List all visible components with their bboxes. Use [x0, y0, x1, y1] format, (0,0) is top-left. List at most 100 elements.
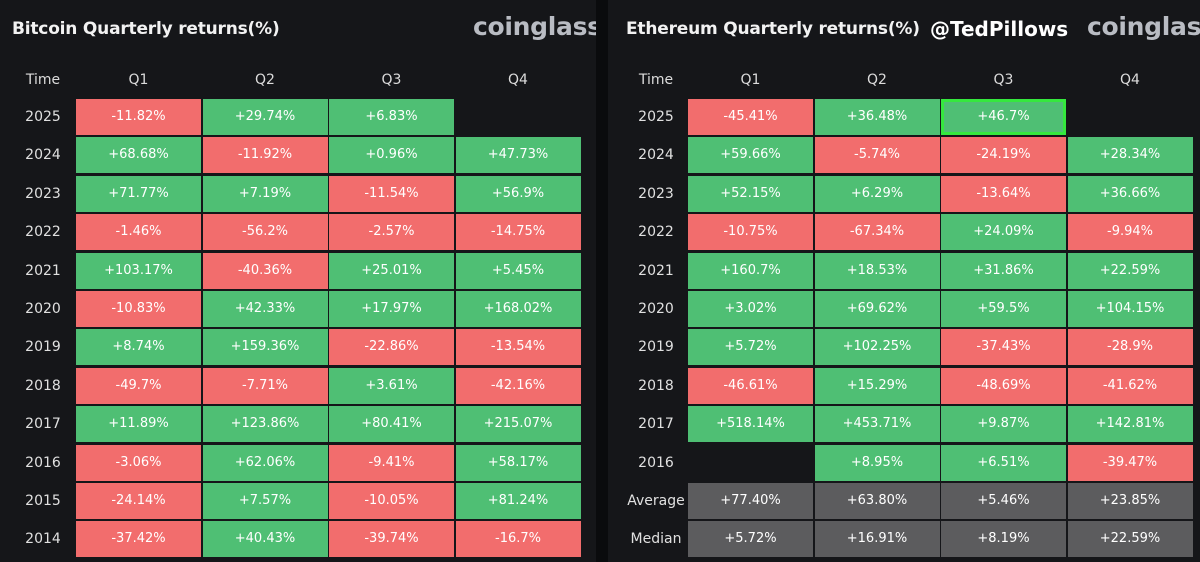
year-label: 2014 — [25, 531, 61, 548]
return-cell: +518.14% — [688, 406, 813, 443]
return-cell: +22.59% — [1067, 252, 1193, 289]
return-cell: -13.64% — [941, 175, 1066, 212]
return-cell: +6.51% — [941, 444, 1066, 481]
year-label: 2025 — [25, 109, 61, 125]
year-label: 2021 — [25, 262, 61, 279]
return-cell: +6.83% — [329, 99, 454, 135]
return-cell: +453.71% — [814, 406, 940, 443]
return-cell: -49.7% — [76, 367, 201, 404]
quarter-header-q4: Q4 — [508, 72, 528, 88]
author-handle: @TedPillows — [930, 17, 1069, 41]
return-cell: -13.54% — [455, 329, 581, 366]
return-cell: +36.66% — [1067, 175, 1193, 212]
return-cell: +142.81% — [1067, 406, 1193, 443]
year-label: 2018 — [25, 377, 61, 394]
year-label: 2023 — [638, 185, 674, 202]
return-cell: -41.62% — [1067, 367, 1193, 404]
year-label: 2024 — [25, 147, 61, 164]
return-cell: -24.19% — [941, 137, 1066, 174]
return-cell: +5.72% — [688, 329, 813, 366]
return-cell: -28.9% — [1067, 329, 1193, 366]
return-cell: +8.95% — [814, 444, 940, 481]
summary-cell: +16.91% — [814, 521, 940, 558]
return-cell: +40.43% — [202, 521, 328, 558]
year-label: 2015 — [25, 493, 61, 509]
quarter-header-q1: Q1 — [128, 72, 149, 88]
return-cell: -48.69% — [941, 367, 1066, 404]
quarter-header-q2: Q2 — [867, 72, 887, 88]
return-cell: -11.54% — [329, 175, 454, 212]
ethereum-table-title: Ethereum Quarterly returns(%) — [626, 19, 920, 39]
return-cell: -10.75% — [688, 214, 813, 251]
return-cell: +42.33% — [202, 291, 328, 327]
summary-cell: +22.59% — [1067, 521, 1193, 558]
return-cell: -46.61% — [688, 367, 813, 404]
return-cell: +6.29% — [814, 175, 940, 212]
return-cell: +31.86% — [941, 252, 1066, 289]
return-cell: +47.73% — [455, 137, 581, 174]
return-cell: -11.92% — [202, 137, 328, 174]
coinglass-logo: coinglass — [1087, 12, 1200, 41]
return-cell: -37.43% — [941, 329, 1066, 366]
return-cell: -9.41% — [329, 444, 454, 481]
return-cell: +11.89% — [76, 406, 201, 443]
year-label: 2022 — [638, 224, 674, 241]
return-cell: -24.14% — [76, 483, 201, 519]
return-cell: -10.05% — [329, 483, 454, 519]
return-cell: +104.15% — [1067, 291, 1193, 327]
year-label: 2018 — [638, 377, 674, 394]
return-cell: +81.24% — [455, 483, 581, 519]
coinglass-logo: coinglass — [473, 12, 596, 41]
return-cell: -45.41% — [688, 99, 813, 135]
return-cell: +7.19% — [202, 175, 328, 212]
return-cell: +15.29% — [814, 367, 940, 404]
return-cell: -7.71% — [202, 367, 328, 404]
return-cell: -10.83% — [76, 291, 201, 327]
return-cell: +36.48% — [814, 99, 940, 135]
year-label: 2020 — [25, 301, 61, 317]
return-cell: +159.36% — [202, 329, 328, 366]
return-cell: +46.7% — [941, 99, 1066, 135]
return-cell: +59.66% — [688, 137, 813, 174]
year-label: 2022 — [25, 224, 61, 241]
return-cell: -5.74% — [814, 137, 940, 174]
return-cell: +17.97% — [329, 291, 454, 327]
return-cell: +71.77% — [76, 175, 201, 212]
return-cell: +52.15% — [688, 175, 813, 212]
return-cell: -3.06% — [76, 444, 201, 481]
quarter-header-q3: Q3 — [993, 72, 1014, 88]
summary-row-label: Median — [630, 531, 682, 548]
panel-divider — [596, 0, 608, 562]
quarter-header-q1: Q1 — [740, 72, 761, 88]
quarter-header-q4: Q4 — [1120, 72, 1140, 88]
year-label: 2019 — [638, 339, 674, 356]
return-cell: -67.34% — [814, 214, 940, 251]
quarter-header-q3: Q3 — [381, 72, 402, 88]
time-column-header: Time — [638, 72, 674, 88]
return-cell: -37.42% — [76, 521, 201, 558]
return-cell: +80.41% — [329, 406, 454, 443]
return-cell: +18.53% — [814, 252, 940, 289]
return-cell: -1.46% — [76, 214, 201, 251]
return-cell: +102.25% — [814, 329, 940, 366]
return-cell: +8.74% — [76, 329, 201, 366]
ethereum-returns-panel: Ethereum Quarterly returns(%) @TedPillow… — [608, 0, 1200, 562]
summary-cell: +63.80% — [814, 483, 940, 519]
year-label: 2025 — [638, 109, 674, 125]
year-label: 2016 — [25, 454, 61, 471]
summary-cell: +23.85% — [1067, 483, 1193, 519]
quarter-header-q2: Q2 — [255, 72, 275, 88]
year-label: 2017 — [25, 416, 61, 433]
return-cell: +5.45% — [455, 252, 581, 289]
return-cell: +29.74% — [202, 99, 328, 135]
summary-row-label: Average — [627, 493, 685, 509]
return-cell: +69.62% — [814, 291, 940, 327]
return-cell: +3.02% — [688, 291, 813, 327]
return-cell: -22.86% — [329, 329, 454, 366]
return-cell: +56.9% — [455, 175, 581, 212]
summary-cell: +5.72% — [688, 521, 813, 558]
year-label: 2020 — [638, 301, 674, 317]
year-label: 2021 — [638, 262, 674, 279]
return-cell: +215.07% — [455, 406, 581, 443]
return-cell: +25.01% — [329, 252, 454, 289]
